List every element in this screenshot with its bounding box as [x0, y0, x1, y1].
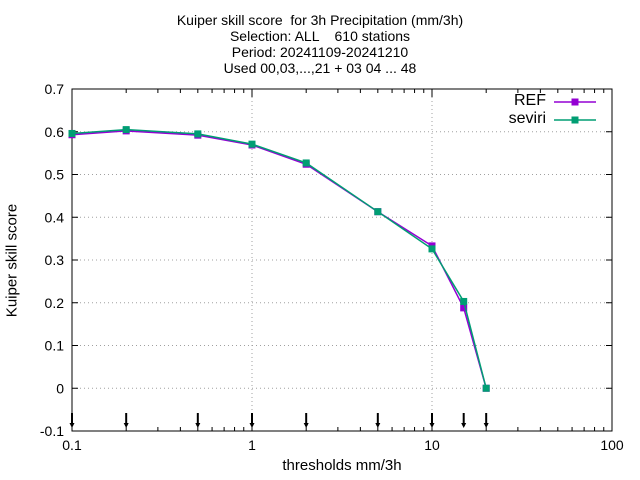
threshold-marker-head [303, 423, 309, 428]
x-axis-label: thresholds mm/3h [282, 457, 402, 474]
threshold-marker-head [69, 423, 75, 428]
threshold-marker-head [195, 423, 201, 428]
series-line-seviri [71, 128, 487, 389]
data-point-seviri [302, 159, 310, 167]
legend-label-seviri: seviri [508, 110, 546, 127]
data-point-seviri [68, 129, 76, 137]
data-point-seviri [460, 297, 468, 305]
data-point-seviri [482, 384, 490, 392]
x-tick-label: 0.1 [62, 437, 82, 453]
title-line-4: Used 00,03,...,21 + 03 04 ... 48 [223, 60, 417, 76]
y-tick-label: 0 [56, 380, 64, 396]
data-point-seviri [122, 126, 130, 134]
legend-marker-seviri [571, 116, 579, 124]
x-tick-label: 100 [600, 437, 624, 453]
y-tick-label: 0.1 [45, 338, 65, 354]
data-point-seviri [248, 140, 256, 148]
x-tick-label: 1 [248, 437, 256, 453]
y-axis-label: Kuiper skill score [3, 203, 21, 318]
y-tick-label: -0.1 [40, 423, 64, 439]
y-tick-label: 0.6 [45, 124, 65, 140]
legend-label-ref: REF [514, 92, 546, 109]
threshold-marker-head [123, 423, 129, 428]
threshold-marker-head [483, 423, 489, 428]
data-point-seviri [194, 130, 202, 138]
threshold-marker-head [461, 423, 467, 428]
threshold-marker-head [375, 423, 381, 428]
threshold-marker-head [249, 423, 255, 428]
x-tick-label: 10 [424, 437, 440, 453]
title-line-3: Period: 20241109-20241210 [231, 44, 409, 60]
title-line-2: Selection: ALL 610 stations [229, 28, 411, 44]
legend-marker-ref [571, 98, 579, 106]
data-point-ref [460, 304, 468, 312]
y-tick-label: 0.4 [45, 209, 65, 225]
data-point-seviri [374, 208, 382, 216]
threshold-marker-head [429, 423, 435, 428]
y-tick-label: 0.7 [45, 81, 65, 97]
y-tick-label: 0.3 [45, 252, 65, 268]
y-tick-label: 0.5 [45, 167, 65, 183]
data-point-seviri [428, 245, 436, 253]
y-tick-label: 0.2 [45, 295, 65, 311]
title-line-1: Kuiper skill score for 3h Precipitation … [176, 12, 464, 28]
